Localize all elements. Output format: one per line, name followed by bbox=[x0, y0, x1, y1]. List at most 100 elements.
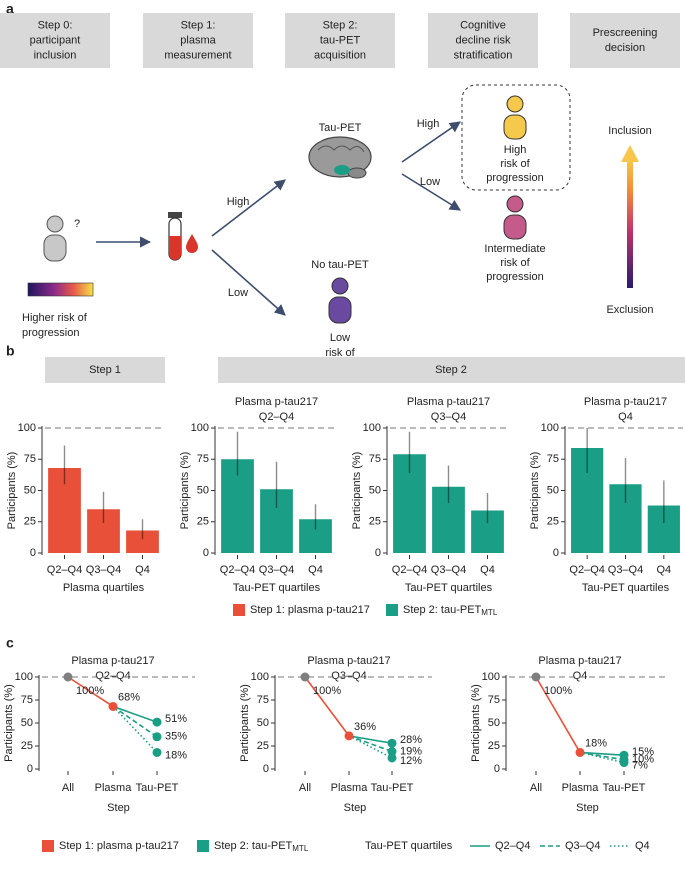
bar bbox=[432, 486, 465, 553]
outcome-label: risk of bbox=[500, 158, 530, 170]
low-risk-icon bbox=[328, 277, 352, 324]
point bbox=[63, 672, 73, 682]
chart-title: Q3–Q4 bbox=[431, 411, 466, 423]
branch-label: Low bbox=[420, 176, 440, 188]
x-tick-label: Plasma bbox=[331, 782, 369, 794]
x-tick-label: Q2–Q4 bbox=[569, 564, 604, 576]
x-tick-label: Q4 bbox=[480, 564, 495, 576]
chart-title: Q3–Q4 bbox=[331, 670, 366, 682]
x-tick-label: Q3–Q4 bbox=[608, 564, 643, 576]
point bbox=[300, 672, 310, 682]
value-label: 18% bbox=[585, 737, 607, 749]
legend-text: Step 1: plasma p-tau217 bbox=[250, 604, 370, 616]
y-tick-label: 75 bbox=[257, 694, 269, 706]
y-tick-label: 100 bbox=[15, 671, 33, 683]
chart-title: Q4 bbox=[618, 411, 633, 423]
y-tick-label: 100 bbox=[251, 671, 269, 683]
panel-label: b bbox=[6, 343, 15, 359]
step-header-box bbox=[143, 13, 253, 68]
step-header: Prescreening bbox=[593, 27, 658, 39]
step-header: participant bbox=[30, 34, 81, 46]
value-label: 68% bbox=[118, 691, 140, 703]
step-header-box bbox=[0, 13, 110, 68]
branch-label: High bbox=[417, 118, 440, 130]
plasma-line bbox=[535, 676, 581, 753]
y-tick-label: 50 bbox=[257, 717, 269, 729]
y-tick-label: 0 bbox=[30, 547, 36, 559]
chart-title: Plasma p-tau217 bbox=[584, 396, 667, 408]
arrow bbox=[401, 121, 461, 163]
x-tick-label: Q2–Q4 bbox=[47, 564, 82, 576]
y-tick-label: 25 bbox=[369, 516, 381, 528]
value-label: 100% bbox=[313, 685, 341, 697]
x-tick-label: All bbox=[530, 782, 542, 794]
tau-pet-line bbox=[348, 735, 393, 759]
y-tick-label: 100 bbox=[191, 422, 209, 434]
value-label: 7% bbox=[632, 759, 648, 771]
bar bbox=[571, 448, 604, 553]
inclusion-box bbox=[461, 84, 571, 191]
y-tick-label: 100 bbox=[541, 422, 559, 434]
y-tick-label: 0 bbox=[203, 547, 209, 559]
x-tick-label: Tau-PET bbox=[136, 782, 179, 794]
point bbox=[344, 731, 354, 741]
value-label: 100% bbox=[544, 685, 572, 697]
panel-label: a bbox=[6, 1, 14, 17]
bar bbox=[48, 468, 81, 553]
y-tick-label: 50 bbox=[547, 484, 559, 496]
legend-text: Step 2: tau-PET bbox=[214, 840, 293, 852]
step-header: decision bbox=[605, 42, 645, 54]
tau-pet-line bbox=[348, 735, 393, 745]
tau-pet-line bbox=[112, 705, 158, 738]
decision-label: Exclusion bbox=[606, 304, 653, 316]
y-tick-label: 75 bbox=[197, 453, 209, 465]
point bbox=[575, 747, 585, 757]
y-tick-label: 25 bbox=[24, 516, 36, 528]
y-tick-label: 100 bbox=[18, 422, 36, 434]
step-headers: Step 0: participant inclusion Step 1: plasma… bbox=[0, 13, 680, 68]
step-header: Cognitive bbox=[460, 19, 506, 31]
question-mark: ? bbox=[74, 218, 80, 230]
step-header: Step 0: bbox=[38, 19, 73, 31]
arrow bbox=[211, 249, 286, 316]
legend-text: Step 1: plasma p-tau217 bbox=[59, 840, 179, 852]
value-label: 51% bbox=[165, 713, 187, 725]
value-label: 19% bbox=[400, 745, 422, 757]
point bbox=[619, 758, 629, 768]
chart-title: Plasma p-tau217 bbox=[235, 396, 318, 408]
decision-arrowhead bbox=[621, 145, 639, 162]
x-tick-label: All bbox=[299, 782, 311, 794]
legend-label: Q2–Q4 bbox=[495, 840, 530, 852]
legend-title: Tau-PET quartiles bbox=[365, 840, 453, 852]
x-tick-label: Q2–Q4 bbox=[392, 564, 427, 576]
y-tick-label: 100 bbox=[482, 671, 500, 683]
chart-title: Q4 bbox=[573, 670, 588, 682]
arrow bbox=[211, 179, 286, 237]
outcome-label: Intermediate bbox=[484, 243, 545, 255]
risk-bar-label: progression bbox=[22, 327, 79, 339]
y-axis-label: Participants (%) bbox=[3, 684, 15, 762]
outcome-label: High bbox=[504, 144, 527, 156]
value-label: 15% bbox=[632, 746, 654, 758]
tau-pet-line bbox=[579, 751, 625, 756]
y-tick-label: 100 bbox=[363, 422, 381, 434]
participant-icon bbox=[43, 215, 67, 262]
outcome-label: Low bbox=[330, 332, 350, 344]
x-axis-label: Step bbox=[344, 802, 367, 814]
x-axis-label: Step bbox=[107, 802, 130, 814]
x-tick-label: Tau-PET bbox=[371, 782, 414, 794]
point bbox=[152, 717, 162, 727]
risk-gradient-bar bbox=[27, 282, 94, 297]
tau-pet-line bbox=[112, 705, 158, 723]
chart-title: Plasma p-tau217 bbox=[307, 655, 390, 667]
y-tick-label: 25 bbox=[547, 516, 559, 528]
plasma-line bbox=[67, 676, 114, 708]
step-header: Step 2 bbox=[435, 364, 467, 376]
outcome-label: risk of bbox=[325, 347, 355, 359]
risk-bar-label: Higher risk of bbox=[22, 312, 88, 324]
branch-label: Low bbox=[228, 287, 248, 299]
x-tick-label: Q4 bbox=[308, 564, 323, 576]
blood-tube-icon bbox=[168, 212, 198, 261]
value-label: 10% bbox=[632, 754, 654, 766]
